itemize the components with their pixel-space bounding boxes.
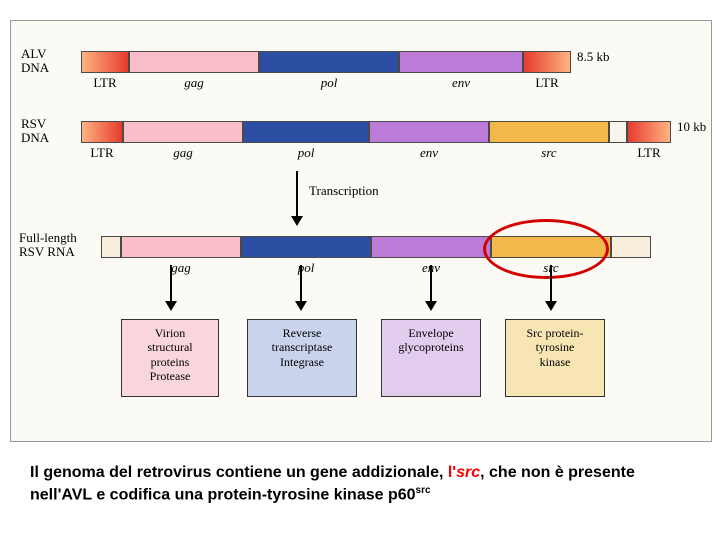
- rsv-track: [81, 121, 671, 143]
- rsv-track-label-env: env: [369, 145, 489, 161]
- rsv-track-seg-LTR: [81, 121, 123, 143]
- alv-track-seg-env: [399, 51, 523, 73]
- rna-track-seg-pol: [241, 236, 371, 258]
- rsv-track-label-LTR: LTR: [627, 145, 671, 161]
- rsv-track-label-src: src: [489, 145, 609, 161]
- product-arrow-3-head: [545, 301, 557, 311]
- alv-label: ALVDNA: [21, 47, 49, 76]
- product-box-envglyc: Envelopeglycoproteins: [381, 319, 481, 397]
- product-box-rt: ReversetranscriptaseIntegrase: [247, 319, 357, 397]
- rsv-track-seg-space: [609, 121, 627, 143]
- transcription-arrow-head: [291, 216, 303, 226]
- rsv-track-label-pol: pol: [243, 145, 369, 161]
- product-arrow-0-head: [165, 301, 177, 311]
- rsv-track-seg-src: [489, 121, 609, 143]
- product-arrow-2-head: [425, 301, 437, 311]
- rsv-track-seg-gag: [123, 121, 243, 143]
- alv-track-label-LTR: LTR: [81, 75, 129, 91]
- rsv-track-seg-LTR: [627, 121, 671, 143]
- rna-label: Full-lengthRSV RNA: [19, 231, 77, 260]
- product-arrow-3-stem: [550, 265, 552, 303]
- rna-track-seg-gag: [121, 236, 241, 258]
- product-arrow-1-stem: [300, 265, 302, 303]
- caption-sup: src: [416, 485, 431, 496]
- alv-track: [81, 51, 571, 73]
- rna-track-seg-tail: [611, 236, 651, 258]
- transcription-label: Transcription: [309, 183, 379, 199]
- alv-track-seg-gag: [129, 51, 259, 73]
- rsv-track-seg-pol: [243, 121, 369, 143]
- alv-track-label-LTR: LTR: [523, 75, 571, 91]
- transcription-arrow-stem: [296, 171, 298, 218]
- rsv-track-label-LTR: LTR: [81, 145, 123, 161]
- rsv-track-seg-env: [369, 121, 489, 143]
- rsv-label: RSVDNA: [21, 117, 49, 146]
- rna-track-label-gag: gag: [121, 260, 241, 276]
- caption-p1: Il genoma del retrovirus contiene un gen…: [30, 464, 448, 481]
- alv-track-label-gag: gag: [129, 75, 259, 91]
- product-arrow-0-stem: [170, 265, 172, 303]
- product-arrow-1-head: [295, 301, 307, 311]
- rna-track-seg-cap: [101, 236, 121, 258]
- rna-track-seg-env: [371, 236, 491, 258]
- caption-p2: l': [448, 464, 456, 481]
- alv-track-seg-LTR: [81, 51, 129, 73]
- rsv-size: 10 kb: [677, 119, 706, 135]
- caption-text: Il genoma del retrovirus contiene un gen…: [30, 462, 690, 506]
- alv-track-seg-LTR: [523, 51, 571, 73]
- product-box-srckin: Src protein-tyrosinekinase: [505, 319, 605, 397]
- alv-track-seg-pol: [259, 51, 399, 73]
- rsv-track-label-gag: gag: [123, 145, 243, 161]
- caption-p3: src: [456, 464, 480, 481]
- product-box-virion: VirionstructuralproteinsProtease: [121, 319, 219, 397]
- alv-track-label-env: env: [399, 75, 523, 91]
- alv-size: 8.5 kb: [577, 49, 610, 65]
- product-arrow-2-stem: [430, 265, 432, 303]
- diagram-panel: ALVDNA 8.5 kb RSVDNA 10 kb Transcription…: [10, 20, 712, 442]
- alv-track-label-pol: pol: [259, 75, 399, 91]
- rna-track-label-pol: pol: [241, 260, 371, 276]
